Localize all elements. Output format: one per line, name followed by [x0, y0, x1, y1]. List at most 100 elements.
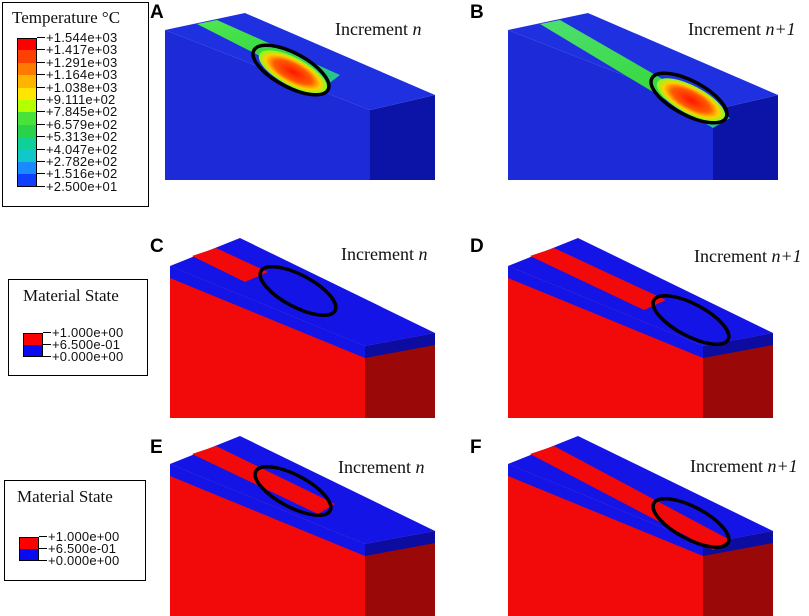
panel-c-material-block [170, 238, 435, 418]
legend-color-swatch [17, 75, 37, 88]
legend-value: +1.291e+03 [46, 54, 118, 70]
legend-color-swatch [17, 174, 37, 187]
legend-value: +6.500e-01 [48, 541, 117, 556]
panel-letter-a: A [150, 2, 164, 23]
block-top-right [245, 13, 435, 110]
panel-b-increment-label: Increment n+1 [688, 19, 796, 39]
block-top-right [588, 13, 778, 110]
legend-tick [37, 74, 45, 76]
legend-tick [43, 332, 51, 333]
block-front-face [508, 464, 703, 616]
legend-color-swatch [23, 333, 43, 345]
panel-d-increment-label: Increment n+1 [694, 246, 802, 266]
top-layer-front [508, 266, 703, 358]
hot-melt-pool [656, 78, 726, 122]
legend-entry: +1.417e+03 [3, 42, 143, 63]
panel-a-temperature-block [165, 13, 435, 180]
panel-f-material-block [508, 436, 773, 616]
top-layer-front [170, 464, 365, 556]
legend-tick [37, 61, 45, 63]
melt-pool-outline [649, 71, 729, 125]
melt-pool-outline [651, 496, 731, 550]
legend-color-swatch [17, 149, 37, 162]
deposited-track [192, 248, 268, 282]
legend-tick [37, 173, 45, 175]
legend-value: +0.000e+00 [52, 349, 124, 364]
panel-f-increment-label: Increment n+1 [690, 456, 798, 476]
legend-color-swatch [17, 112, 37, 125]
legend-entry: +1.038e+03 [3, 80, 143, 100]
legend-color-swatch [17, 50, 37, 63]
legend-color-swatch [17, 162, 37, 175]
legend-entry: +0.000e+00 [9, 349, 149, 369]
material-legend-1-title: Material State [23, 286, 119, 305]
legend-tick [43, 344, 51, 345]
block-front-face [508, 30, 713, 180]
legend-color-swatch [19, 549, 39, 561]
legend-color-swatch [17, 100, 37, 113]
legend-tick [43, 356, 51, 357]
legend-entry: +6.500e-01 [5, 541, 145, 561]
legend-value: +1.000e+00 [52, 325, 124, 340]
legend-entry: +1.000e+00 [9, 325, 149, 345]
legend-value: +0.000e+00 [48, 553, 120, 568]
legend-tick [37, 37, 45, 38]
legend-color-swatch [17, 137, 37, 150]
legend-entry: +5.313e+02 [3, 129, 143, 150]
legend-entry: +2.500e+01 [3, 179, 143, 199]
material-state-legend-2: Material State +1.000e+00 +6.500e-01 +0.00… [4, 480, 146, 581]
legend-tick [37, 185, 45, 187]
temperature-legend: Temperature °C +1.544e+03 +1.417e+03 +1.29… [2, 2, 149, 207]
legend-color-swatch [17, 62, 37, 76]
panel-letter-e: E [150, 437, 163, 458]
hot-melt-pool [258, 50, 328, 94]
deposited-track [530, 248, 666, 310]
legend-color-swatch [17, 124, 37, 138]
panel-b-temperature-block [508, 13, 778, 180]
top-layer-front [508, 464, 703, 556]
legend-tick [37, 99, 45, 100]
legend-value: +1.038e+03 [46, 79, 118, 95]
top-layer-side [703, 333, 773, 358]
legend-entry: +0.000e+00 [5, 553, 145, 573]
legend-value: +4.047e+02 [46, 141, 118, 157]
legend-value: +1.516e+02 [46, 166, 118, 182]
legend-value: +2.782e+02 [46, 154, 118, 169]
legend-tick [39, 560, 47, 561]
block-side-face [713, 95, 778, 180]
legend-entry: +6.500e-01 [9, 337, 149, 357]
legend-tick [37, 161, 45, 162]
legend-entry: +1.000e+00 [5, 529, 145, 549]
legend-entry: +4.047e+02 [3, 142, 143, 162]
legend-tick [37, 111, 45, 113]
material-legend-2-title: Material State [17, 487, 113, 506]
block-front-face [508, 266, 703, 418]
panel-e-increment-label: Increment n [338, 457, 425, 477]
legend-tick [39, 548, 47, 549]
legend-value: +1.000e+00 [48, 529, 120, 544]
block-front-face [165, 30, 370, 180]
block-front-face [170, 266, 365, 418]
temperature-legend-title: Temperature °C [12, 8, 121, 27]
legend-tick [37, 123, 45, 125]
legend-tick [39, 536, 47, 537]
top-layer-side [365, 531, 435, 556]
legend-entry: +7.845e+02 [3, 104, 143, 125]
legend-value: +7.845e+02 [46, 104, 118, 120]
panel-c-increment-label: Increment n [341, 244, 428, 264]
legend-entry: +2.782e+02 [3, 154, 143, 175]
legend-value: +1.544e+03 [46, 30, 118, 45]
melt-pool-outline [258, 264, 338, 318]
legend-entry: +1.516e+02 [3, 166, 143, 187]
melt-pool-outline [251, 43, 331, 97]
legend-entry: +6.579e+02 [3, 117, 143, 138]
legend-color-swatch [19, 537, 39, 549]
panel-letter-c: C [150, 236, 164, 257]
panel-letter-d: D [470, 236, 484, 257]
legend-value: +5.313e+02 [46, 129, 118, 145]
legend-value: +1.417e+03 [46, 42, 118, 58]
panel-d-material-block [508, 238, 773, 418]
legend-entry: +9.111e+02 [3, 92, 143, 113]
melt-pool-outline [651, 293, 731, 347]
legend-value: +9.111e+02 [46, 92, 116, 107]
